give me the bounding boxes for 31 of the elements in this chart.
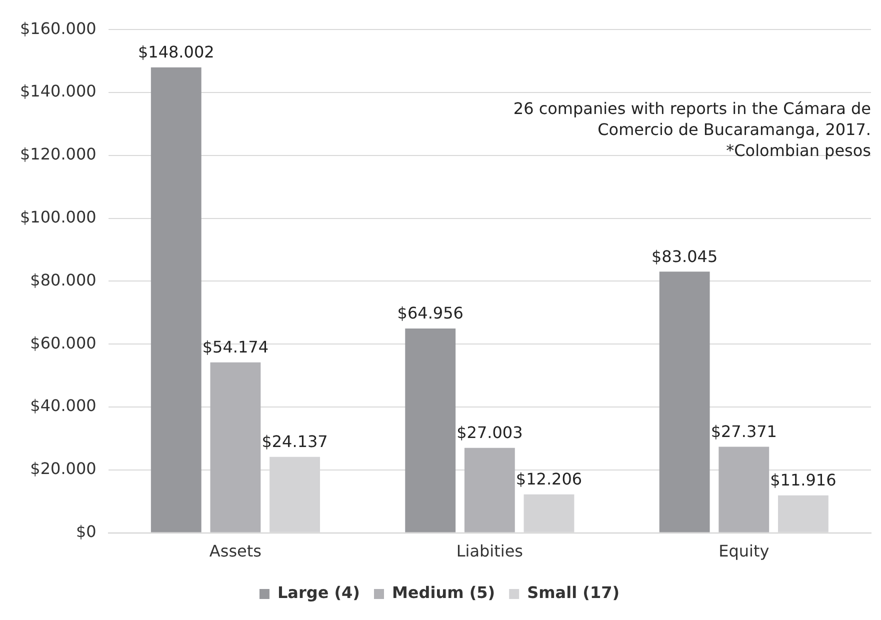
y-tick-label: $40.000 [30, 396, 96, 416]
y-tick-label: $100.000 [20, 207, 96, 226]
bar [150, 67, 202, 532]
legend-label: Small (17) [527, 583, 620, 602]
data-label: $24.137 [262, 432, 328, 452]
data-label: $12.206 [516, 470, 582, 489]
x-tick-label: Assets [209, 542, 262, 561]
data-label: $27.003 [456, 423, 523, 442]
bar [405, 328, 456, 532]
x-tick-label: Liabities [456, 542, 524, 561]
legend-label: Large (4) [277, 583, 360, 602]
y-tick-label: $140.000 [20, 82, 96, 101]
bar [210, 362, 261, 532]
data-label: $54.174 [202, 338, 269, 357]
x-tick-label: Equity [718, 542, 770, 561]
data-label: $148.002 [138, 42, 214, 62]
bar [718, 446, 770, 532]
bar [464, 448, 515, 532]
legend-label: Medium (5) [392, 583, 496, 602]
y-tick-label: $20.000 [30, 459, 96, 478]
bar [659, 272, 710, 532]
data-label: $83.045 [651, 246, 718, 266]
y-tick-label: $160.000 [20, 18, 96, 38]
y-tick-label: $60.000 [30, 333, 96, 352]
y-tick-label: $0 [76, 522, 96, 541]
annotation: 26 companies with reports in the Cámara de Comercio de Bucaramanga, 2017. *Colombian pesos [513, 98, 871, 160]
data-label: $27.371 [710, 422, 777, 441]
y-tick-label: $120.000 [20, 144, 96, 164]
data-label: $11.916 [770, 470, 836, 490]
data-label: $64.956 [397, 304, 464, 323]
y-tick-label: $80.000 [30, 270, 96, 290]
